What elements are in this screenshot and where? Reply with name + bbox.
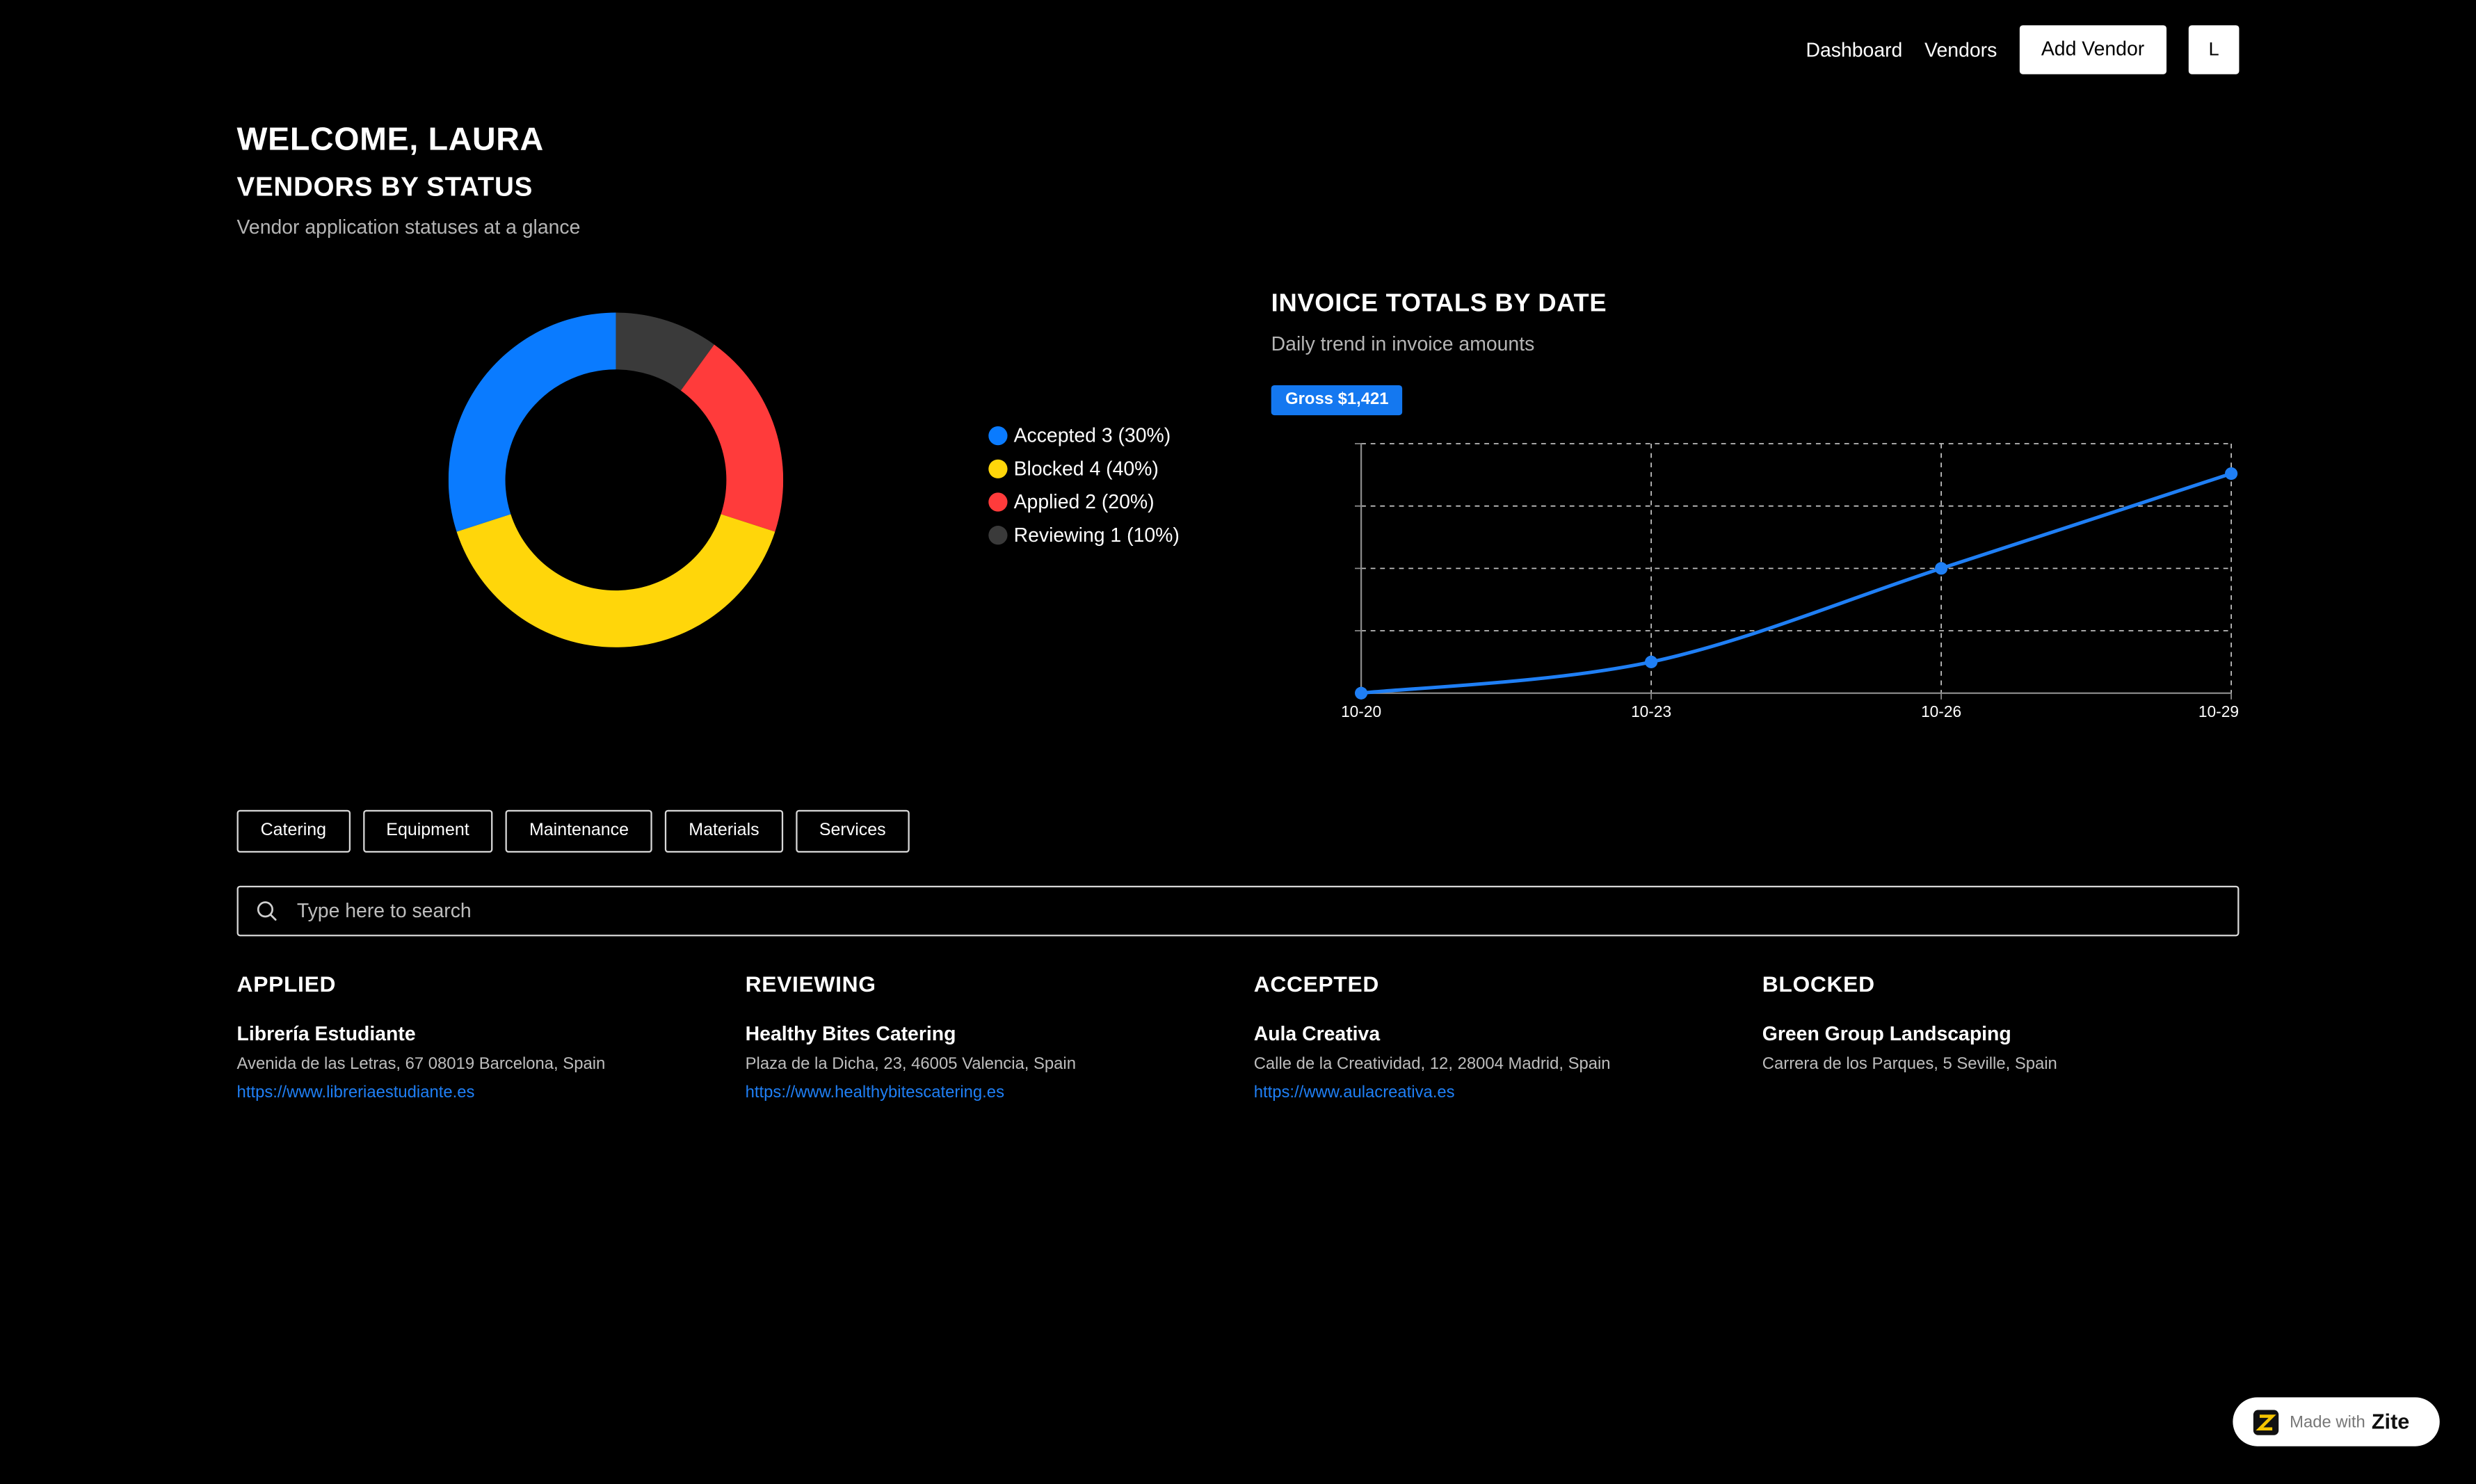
legend-item-blocked: Blocked 4 (40%) bbox=[988, 451, 1180, 485]
search-box bbox=[236, 885, 2240, 937]
vendor-name[interactable]: Healthy Bites Catering bbox=[745, 1023, 956, 1046]
data-point bbox=[1355, 686, 1368, 700]
vendor-address: Carrera de los Parques, 5 Seville, Spain bbox=[1762, 1054, 2057, 1074]
zite-logo-icon bbox=[2253, 1409, 2279, 1435]
filter-equipment-button[interactable]: Equipment bbox=[362, 809, 493, 853]
legend-item-applied: Applied 2 (20%) bbox=[988, 485, 1180, 518]
column-reviewing: REVIEWING Healthy Bites Catering Plaza d… bbox=[746, 971, 1219, 1102]
x-tick-label: 10-23 bbox=[1631, 702, 1671, 720]
legend-label-blocked: Blocked 4 (40%) bbox=[1013, 457, 1159, 480]
avatar[interactable]: L bbox=[2188, 25, 2240, 74]
column-title: REVIEWING bbox=[745, 971, 876, 997]
status-heading: VENDORS BY STATUS bbox=[236, 172, 533, 202]
column-applied: APPLIED Librería Estudiante Avenida de l… bbox=[237, 971, 711, 1102]
x-tick-label: 10-20 bbox=[1341, 702, 1381, 720]
invoice-heading: INVOICE TOTALS BY DATE bbox=[1271, 290, 1607, 318]
category-filters: Catering Equipment Maintenance Materials… bbox=[236, 809, 910, 853]
search-icon bbox=[257, 901, 277, 921]
legend-item-reviewing: Reviewing 1 (10%) bbox=[988, 518, 1180, 551]
vendor-address: Avenida de las Letras, 67 08019 Barcelon… bbox=[236, 1054, 606, 1074]
vendor-website-link[interactable]: https://www.aulacreativa.es bbox=[1253, 1083, 1455, 1102]
gross-badge: Gross $1,421 bbox=[1271, 385, 1404, 416]
vendor-website-link[interactable]: https://www.libreriaestudiante.es bbox=[236, 1083, 475, 1102]
nav-dashboard-link[interactable]: Dashboard bbox=[1806, 38, 1903, 61]
legend-dot-reviewing bbox=[988, 524, 1008, 545]
donut-slice-applied bbox=[680, 344, 784, 532]
legend-label-applied: Applied 2 (20%) bbox=[1013, 490, 1155, 513]
legend-label-reviewing: Reviewing 1 (10%) bbox=[1013, 523, 1180, 546]
filter-maintenance-button[interactable]: Maintenance bbox=[505, 809, 653, 853]
legend-label-accepted: Accepted 3 (30%) bbox=[1013, 424, 1171, 446]
vendor-website-link[interactable]: https://www.healthybitescatering.es bbox=[745, 1083, 1005, 1102]
vendor-address: Plaza de la Dicha, 23, 46005 Valencia, S… bbox=[745, 1054, 1077, 1074]
column-title: ACCEPTED bbox=[1253, 971, 1380, 997]
legend-dot-accepted bbox=[988, 425, 1008, 445]
data-point bbox=[1645, 655, 1658, 668]
badge-brand-text: Zite bbox=[2371, 1410, 2410, 1434]
legend-dot-applied bbox=[988, 492, 1008, 511]
data-point bbox=[1935, 562, 1948, 575]
badge-made-with-text: Made with bbox=[2290, 1412, 2365, 1432]
top-nav: Dashboard Vendors Add Vendor L bbox=[1806, 25, 2240, 74]
vendor-name[interactable]: Aula Creativa bbox=[1253, 1023, 1381, 1046]
nav-vendors-link[interactable]: Vendors bbox=[1924, 38, 1997, 61]
column-title: BLOCKED bbox=[1762, 971, 1875, 997]
search-input[interactable] bbox=[294, 898, 2195, 924]
series-line bbox=[1360, 471, 2232, 695]
vendor-name[interactable]: Librería Estudiante bbox=[236, 1023, 416, 1046]
legend-item-accepted: Accepted 3 (30%) bbox=[988, 419, 1180, 452]
filter-catering-button[interactable]: Catering bbox=[236, 809, 351, 853]
data-point bbox=[2225, 467, 2238, 481]
invoice-line-chart: 10-20 10-23 10-26 10-29 bbox=[1341, 443, 2239, 720]
donut-slice-accepted bbox=[448, 312, 616, 532]
status-legend: Accepted 3 (30%) Blocked 4 (40%) Applied… bbox=[988, 419, 1180, 551]
column-accepted: ACCEPTED Aula Creativa Calle de la Creat… bbox=[1254, 971, 1728, 1102]
legend-dot-blocked bbox=[988, 458, 1008, 478]
filter-services-button[interactable]: Services bbox=[795, 809, 910, 853]
filter-materials-button[interactable]: Materials bbox=[665, 809, 783, 853]
add-vendor-button[interactable]: Add Vendor bbox=[2019, 25, 2167, 74]
invoice-subtitle: Daily trend in invoice amounts bbox=[1271, 333, 1535, 355]
x-tick-label: 10-29 bbox=[2198, 702, 2239, 720]
column-title: APPLIED bbox=[236, 971, 337, 997]
x-tick-label: 10-26 bbox=[1921, 702, 1961, 720]
made-with-zite-badge[interactable]: Made with Zite bbox=[2233, 1397, 2440, 1446]
status-subtitle: Vendor application statuses at a glance bbox=[236, 216, 581, 239]
donut-slice-blocked bbox=[456, 514, 775, 647]
status-donut-chart bbox=[448, 312, 784, 647]
donut-slice-reviewing bbox=[616, 312, 714, 391]
vendor-address: Calle de la Creatividad, 12, 28004 Madri… bbox=[1253, 1054, 1611, 1074]
column-blocked: BLOCKED Green Group Landscaping Carrera … bbox=[1762, 971, 2236, 1083]
welcome-heading: WELCOME, LAURA bbox=[236, 121, 544, 159]
vendor-name[interactable]: Green Group Landscaping bbox=[1762, 1023, 2011, 1046]
